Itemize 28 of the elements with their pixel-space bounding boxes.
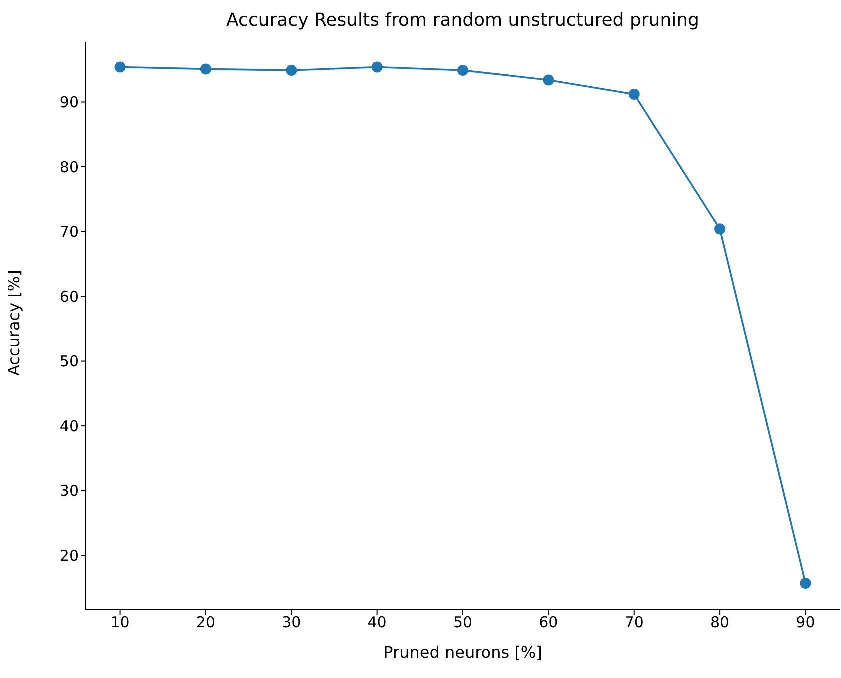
- x-tick-label: 10: [110, 614, 130, 632]
- x-tick-label: 90: [796, 614, 816, 632]
- point: [114, 62, 126, 73]
- x-tick-label: 40: [368, 614, 387, 632]
- x-tick-label: 80: [710, 614, 730, 632]
- point: [458, 64, 468, 76]
- point: [543, 74, 554, 86]
- y-tick-label: 40: [60, 417, 79, 436]
- y-tick-label: 70: [60, 223, 79, 242]
- x-tick-label: 60: [539, 614, 558, 632]
- x-tick-label: 50: [453, 614, 473, 632]
- y-tick-label: 80: [60, 158, 79, 176]
- point: [714, 224, 726, 235]
- y-tick-label: 60: [60, 288, 79, 306]
- x-tick-label: 20: [196, 614, 216, 632]
- chart-title: Accuracy Results from random unstructured pruning: [226, 10, 700, 31]
- y-tick-label: 30: [60, 482, 79, 500]
- point: [286, 64, 298, 76]
- y-tick-label: 50: [60, 352, 79, 371]
- x-axis-title: Pruned neurons [%]: [384, 643, 542, 662]
- point: [200, 64, 212, 75]
- point: [628, 88, 640, 100]
- y-tick-label: 90: [60, 94, 79, 112]
- x-tick-label: 30: [282, 614, 302, 632]
- point: [372, 62, 383, 73]
- point: [800, 578, 812, 589]
- x-tick-label: 70: [624, 614, 644, 632]
- y-tick-label: 20: [60, 546, 79, 565]
